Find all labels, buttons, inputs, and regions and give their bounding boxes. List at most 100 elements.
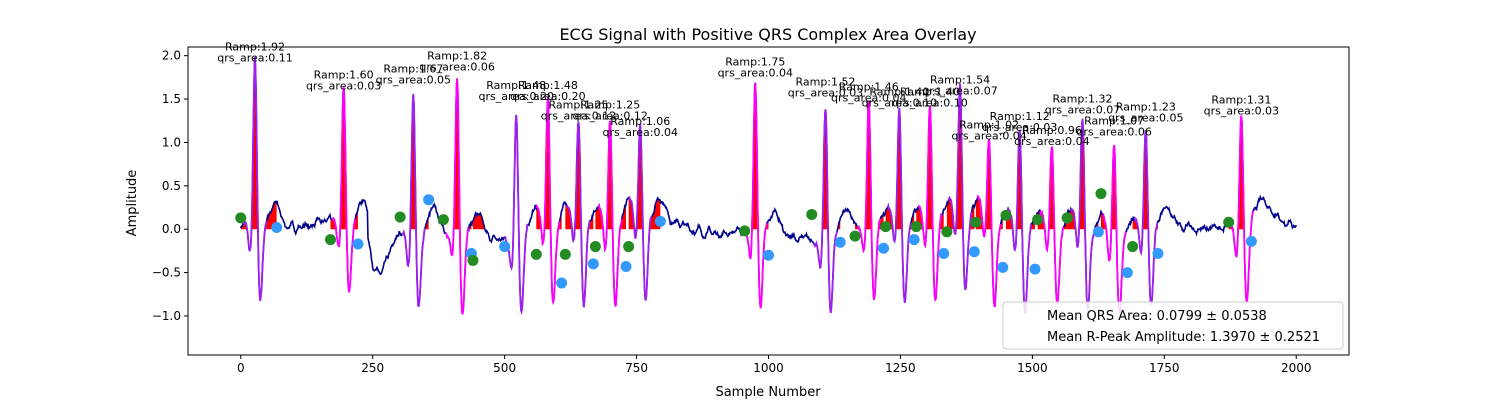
x-tick-label: 750: [625, 361, 648, 375]
s-point-marker: [997, 261, 1009, 273]
x-axis-label: Sample Number: [715, 385, 821, 400]
qrs-area-annotation: qrs_area:0.11: [217, 52, 292, 65]
ramp-annotation: Ramp:1.07: [1084, 114, 1144, 127]
qrs-area-fill: [885, 108, 915, 230]
q-point-marker: [467, 254, 479, 266]
qrs-segment-line: [1133, 129, 1159, 307]
x-tick-label: 1750: [1149, 361, 1180, 375]
x-tick-label: 1000: [753, 361, 784, 375]
s-point-marker: [587, 258, 599, 270]
s-point-marker: [1245, 235, 1257, 247]
q-point-marker: [1095, 188, 1107, 200]
s-point-marker: [620, 261, 632, 273]
y-tick-label: −1.0: [152, 309, 181, 323]
y-tick-label: −0.5: [152, 266, 181, 280]
y-tick-label: 0.5: [162, 179, 181, 193]
q-point-marker: [437, 214, 449, 226]
qrs-area-fill: [1132, 130, 1158, 230]
qrs-segment-line: [628, 124, 653, 301]
qrs-segment-line: [917, 105, 943, 302]
s-point-marker: [499, 241, 511, 253]
x-tick-label: 0: [237, 361, 245, 375]
s-point-marker: [763, 249, 774, 261]
q-point-marker: [530, 248, 542, 260]
q-point-marker: [880, 221, 892, 233]
x-tick-label: 1250: [885, 361, 916, 375]
qrs-area-annotation: qrs_area:0.12: [541, 110, 616, 123]
ramp-annotation: Ramp:1.82: [427, 49, 487, 62]
y-tick-label: 1.5: [162, 92, 181, 106]
ramp-annotation: Ramp:1.25: [580, 99, 640, 112]
qrs-segment-line: [445, 78, 470, 315]
qrs-segment-line: [813, 109, 838, 314]
ramp-annotation: Ramp:1.60: [314, 68, 374, 81]
qrs-area-annotation: qrs_area:0.07: [1045, 104, 1120, 117]
legend-entry-qrs-area: Mean QRS Area: 0.0799 ± 0.0538: [1047, 309, 1267, 324]
qrs-area-annotation: qrs_area:0.04: [718, 66, 793, 79]
qrs-area-annotation: qrs_area:0.10: [892, 97, 967, 110]
qrs-area-annotation: qrs_area:0.06: [1076, 125, 1151, 138]
qrs-segment-line: [1229, 115, 1254, 304]
ramp-annotation: Ramp:1.23: [1116, 100, 1176, 113]
qrs-segment-line: [742, 82, 768, 309]
q-point-marker: [739, 225, 751, 237]
legend: Mean QRS Area: 0.0799 ± 0.0538 Mean R-Pe…: [1002, 301, 1344, 350]
y-axis-label: Amplitude: [125, 170, 140, 237]
q-point-marker: [394, 211, 406, 223]
q-point-marker: [941, 226, 953, 238]
ramp-annotation: Ramp:1.12: [990, 110, 1050, 123]
q-point-marker: [235, 212, 247, 224]
qrs-area-fill: [1037, 146, 1068, 230]
s-point-marker: [968, 246, 980, 258]
qrs-area-fill: [1100, 145, 1128, 230]
qrs-area-fill: [975, 139, 1003, 230]
qrs-area-annotation: qrs_area:0.12: [572, 110, 647, 123]
ramp-annotation: Ramp:1.02: [959, 119, 1019, 132]
s-point-marker: [908, 234, 920, 246]
qrs-segment-line: [535, 97, 561, 306]
q-point-marker: [849, 230, 861, 242]
qrs-segment-line: [597, 120, 623, 307]
s-point-marker: [1121, 267, 1133, 279]
qrs-area-annotation: qrs_area:0.06: [419, 60, 494, 73]
y-tick-label: 2.0: [162, 49, 181, 63]
q-point-marker: [1223, 216, 1235, 228]
qrs-area-fill: [443, 78, 472, 230]
legend-box: [1002, 301, 1344, 350]
q-point-marker: [806, 208, 818, 220]
ecg-signal-line: [240, 56, 1297, 315]
q-point-marker: [1127, 241, 1139, 253]
qrs-area-fill: [855, 100, 884, 230]
ramp-annotation: Ramp:1.46: [839, 81, 899, 94]
qrs-segment-line: [242, 56, 268, 301]
qrs-area-fill: [565, 122, 594, 230]
qrs-area-fill: [330, 87, 358, 230]
qrs-area-annotation: qrs_area:0.04: [951, 130, 1026, 143]
chart-title: ECG Signal with Positive QRS Complex Are…: [559, 25, 976, 44]
qrs-segment-line: [504, 114, 529, 316]
y-tick-label: 1.0: [162, 135, 181, 149]
ramp-annotation: Ramp:1.40: [869, 86, 929, 99]
q-point-marker: [970, 216, 982, 228]
qrs-area-fill: [811, 109, 841, 230]
qrs-area-fill: [1067, 118, 1099, 230]
qrs-segment-line: [856, 100, 882, 300]
legend-entry-r-peak: Mean R-Peak Amplitude: 1.3970 ± 0.2521: [1047, 330, 1320, 345]
ramp-annotation: Ramp:1.75: [725, 55, 785, 68]
s-point-marker: [938, 247, 950, 259]
s-point-marker: [1029, 263, 1041, 275]
qrs-area-annotation: qrs_area:0.05: [376, 73, 451, 86]
ramp-annotation: Ramp:1.54: [930, 74, 990, 87]
s-point-marker: [654, 215, 666, 227]
s-point-marker: [1152, 247, 1164, 259]
qrs-area-fill: [240, 56, 277, 230]
s-point-marker: [556, 277, 568, 289]
x-tick-label: 2000: [1281, 361, 1312, 375]
s-point-marker: [834, 236, 846, 248]
qrs-area-annotation: qrs_area:0.10: [862, 97, 937, 110]
qrs-area-annotation: qrs_area:0.20: [510, 90, 585, 103]
ramp-annotation: Ramp:1.67: [383, 62, 443, 75]
qrs-segment-line: [401, 94, 426, 307]
